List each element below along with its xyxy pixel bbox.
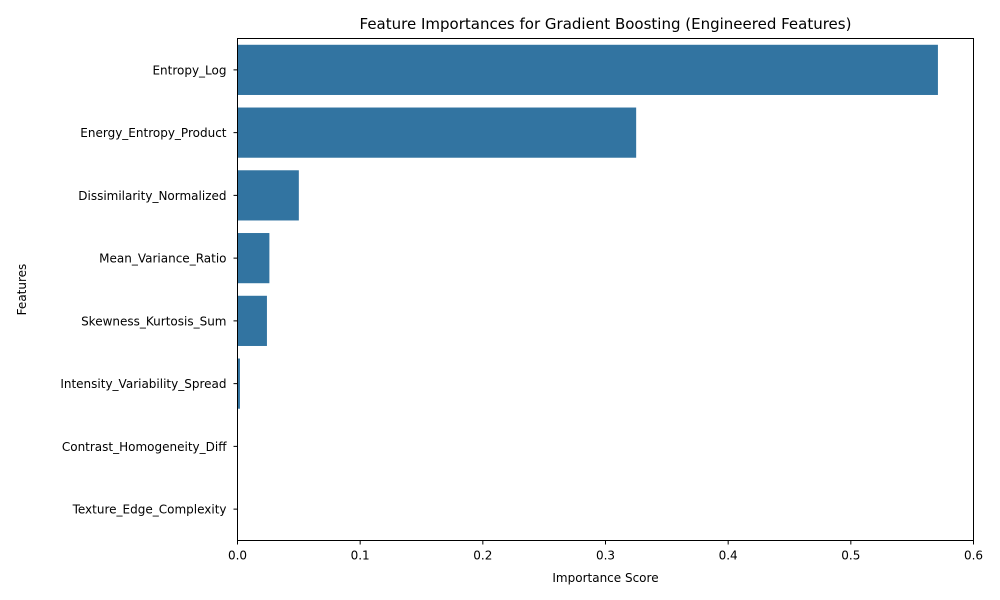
x-tick-label: 0.4 bbox=[719, 549, 738, 563]
y-axis-label: Features bbox=[15, 264, 29, 316]
y-axis-ticks: Entropy_Log Energy_Entropy_Product Dissimi… bbox=[60, 63, 238, 517]
x-tick-label: 0.6 bbox=[964, 549, 983, 563]
x-tick-label: 0.1 bbox=[351, 549, 370, 563]
y-tick-label: Mean_Variance_Ratio bbox=[99, 252, 226, 266]
y-tick-label: Dissimilarity_Normalized bbox=[78, 189, 226, 203]
y-tick-label: Intensity_Variability_Spread bbox=[60, 377, 226, 391]
y-tick-label: Energy_Entropy_Product bbox=[80, 126, 226, 140]
y-tick-label: Contrast_Homogeneity_Diff bbox=[62, 440, 227, 454]
bar-mean-variance-ratio bbox=[237, 233, 270, 284]
bar-entropy-log bbox=[237, 44, 938, 95]
bar-dissimilarity-normalized bbox=[237, 170, 299, 221]
x-tick-label: 0.2 bbox=[473, 549, 492, 563]
plot-frame bbox=[237, 38, 974, 541]
bars-layer bbox=[237, 44, 938, 535]
x-tick-label: 0.5 bbox=[841, 549, 860, 563]
x-axis-ticks: 0.0 0.1 0.2 0.3 0.4 0.5 0.6 bbox=[228, 540, 983, 563]
y-tick-label: Skewness_Kurtosis_Sum bbox=[81, 314, 226, 328]
bar-intensity-variability-spread bbox=[237, 358, 240, 409]
bar-energy-entropy-product bbox=[237, 107, 637, 158]
y-tick-label: Entropy_Log bbox=[152, 63, 226, 77]
x-tick-label: 0.3 bbox=[596, 549, 615, 563]
y-tick-label: Texture_Edge_Complexity bbox=[72, 503, 227, 517]
x-axis-label: Importance Score bbox=[552, 571, 658, 585]
bar-skewness-kurtosis-sum bbox=[237, 295, 267, 346]
chart-title: Feature Importances for Gradient Boostin… bbox=[360, 15, 852, 33]
x-tick-label: 0.0 bbox=[228, 549, 247, 563]
